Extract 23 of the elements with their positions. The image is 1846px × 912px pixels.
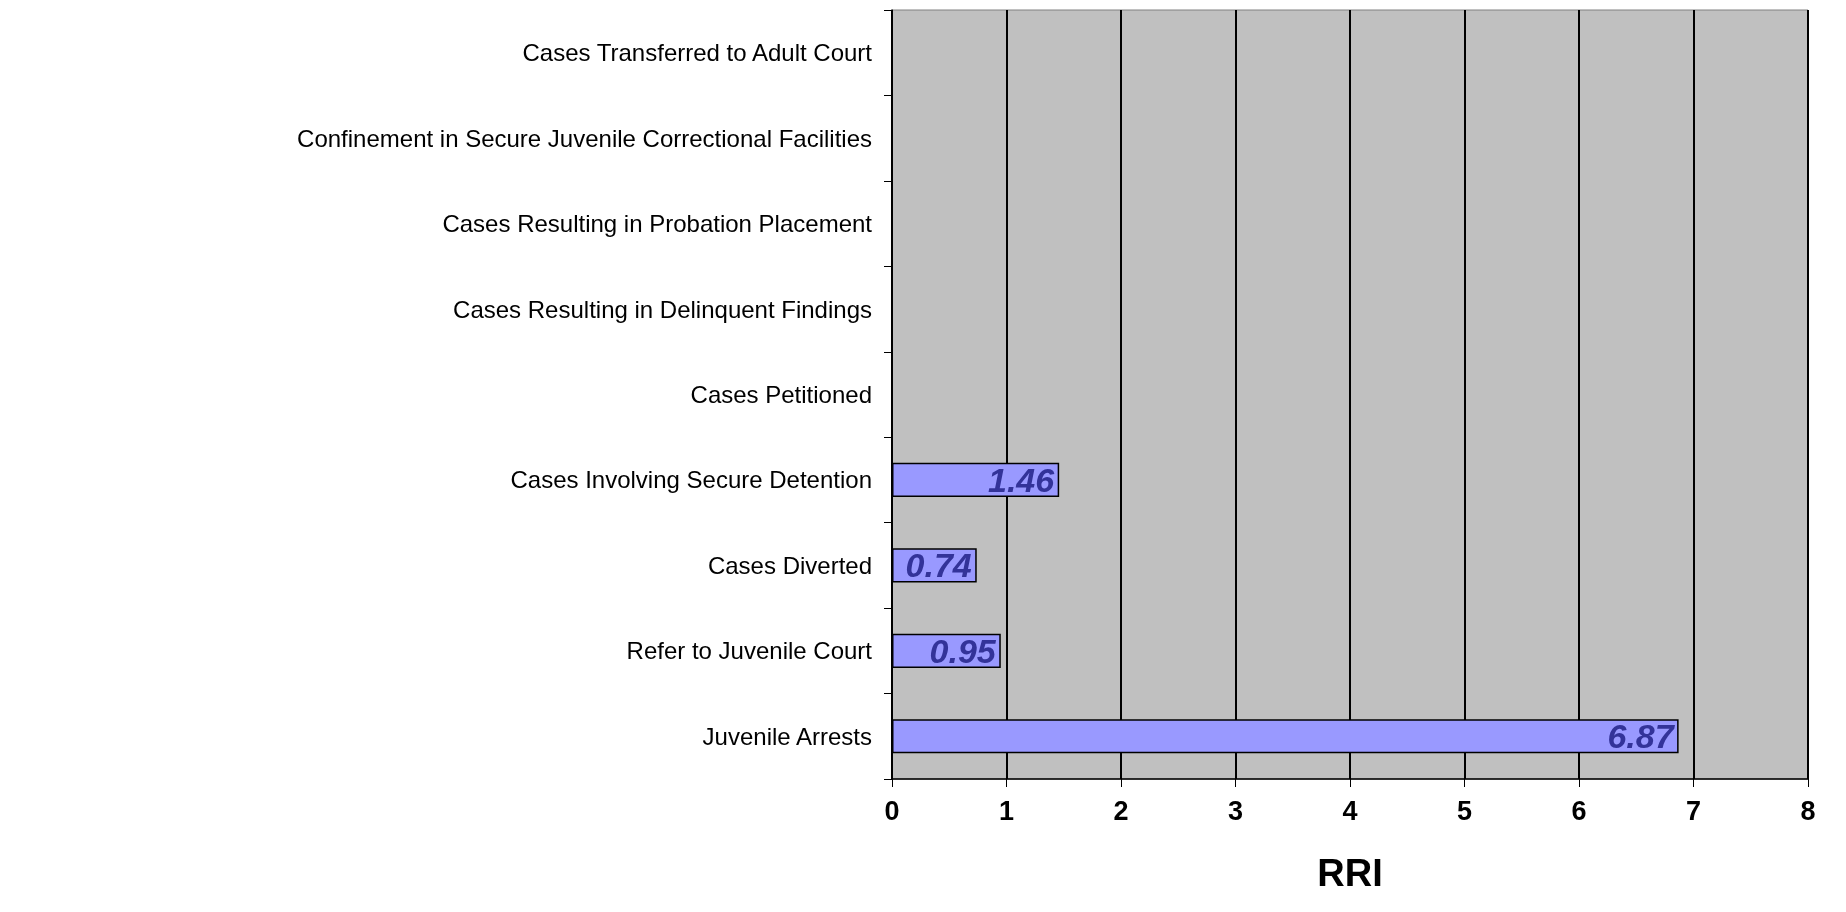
x-tick-label: 6 bbox=[1571, 795, 1587, 826]
x-tick-label: 1 bbox=[998, 795, 1015, 826]
y-tick-label: Refer to Juvenile Court bbox=[626, 637, 873, 665]
x-tick-label: 5 bbox=[1456, 795, 1473, 826]
x-tick-label: 7 bbox=[1685, 795, 1702, 826]
y-tick-label: Confinement in Secure Juvenile Correctional Facilities bbox=[297, 124, 872, 152]
x-tick-label: 8 bbox=[1800, 795, 1816, 826]
x-axis-title: RRI bbox=[1317, 852, 1383, 894]
data-label: 6.87 bbox=[1607, 717, 1676, 756]
x-tick-label: 2 bbox=[1113, 795, 1129, 826]
data-label: 1.46 bbox=[987, 460, 1056, 499]
data-label: 0.95 bbox=[929, 631, 997, 670]
y-tick-label: Cases Resulting in Delinquent Findings bbox=[453, 295, 872, 323]
y-tick-label: Cases Petitioned bbox=[690, 381, 872, 408]
y-tick-label: Cases Involving Secure Detention bbox=[510, 466, 872, 494]
data-label: 0.74 bbox=[905, 546, 972, 585]
x-tick-label: 0 bbox=[884, 795, 900, 826]
y-tick-label: Cases Diverted bbox=[707, 551, 872, 579]
y-tick-label: Cases Resulting in Probation Placement bbox=[442, 210, 873, 238]
x-tick-label: 4 bbox=[1342, 795, 1358, 826]
x-tick-label: 3 bbox=[1227, 795, 1244, 826]
y-tick-label: Cases Transferred to Adult Court bbox=[522, 39, 873, 67]
y-tick-label: Juvenile Arrests bbox=[702, 722, 872, 750]
